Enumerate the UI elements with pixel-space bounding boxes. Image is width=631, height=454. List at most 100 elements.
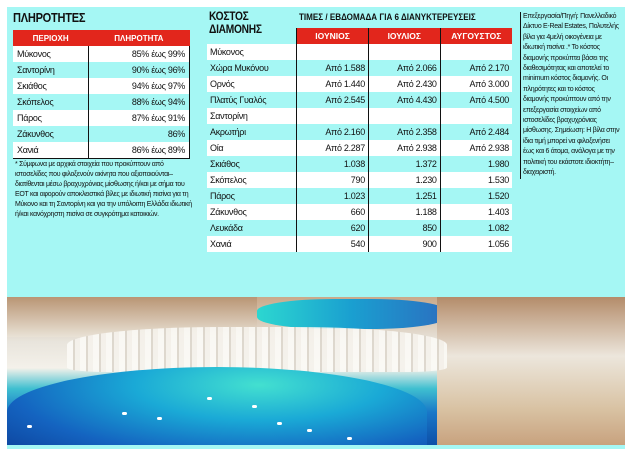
occupancy-cell: 88% έως 94% (87, 94, 190, 110)
june-cell: 540 (296, 236, 369, 252)
occupancy-cell: 86% (87, 126, 190, 142)
col-header-blank (207, 28, 297, 44)
aerial-bay-photo (7, 297, 625, 445)
august-cell: 1.980 (439, 156, 512, 172)
july-cell (367, 44, 441, 60)
occupancy-cell: 94% έως 97% (87, 78, 190, 94)
boat-icon (27, 425, 32, 428)
photo-sea-channel (257, 299, 447, 329)
source-note: Επεξεργασία/Πηγή: Πανελλαδικό Δίκτυο E-R… (520, 12, 620, 179)
boat-icon (347, 437, 352, 440)
table-row: Σκιάθος 94% έως 97% (13, 78, 190, 94)
july-cell: Από 4.430 (367, 92, 441, 108)
boat-icon (207, 397, 212, 400)
july-cell: Από 2.430 (367, 76, 441, 92)
august-cell: 1.530 (439, 172, 512, 188)
area-cell: Ορνός (207, 76, 297, 92)
table-row: Σκόπελος 88% έως 94% (13, 94, 190, 110)
july-cell: 1.372 (367, 156, 441, 172)
occupancy-section: ΠΛΗΡΟΤΗΤΕΣ ΠΕΡΙΟΧΗ ΠΛΗΡΟΤΗΤΑ Μύκονος 85% … (13, 10, 198, 159)
june-cell (296, 108, 369, 124)
july-cell: Από 2.066 (367, 60, 441, 76)
cost-title: ΚΟΣΤΟΣ ΔΙΑΜΟΝΗΣ (209, 10, 269, 36)
table-row: Λευκάδα 620 850 1.082 (207, 220, 512, 236)
area-cell: Πλατύς Γυαλός (207, 92, 297, 108)
col-header-area: ΠΕΡΙΟΧΗ (13, 30, 89, 46)
table-row: Οία Από 2.287 Από 2.938 Από 2.938 (207, 140, 512, 156)
june-cell: 660 (296, 204, 369, 220)
occupancy-cell: 87% έως 91% (87, 110, 190, 126)
cost-title-line2: ΔΙΑΜΟΝΗΣ (209, 22, 262, 36)
table-row: Σκιάθος 1.038 1.372 1.980 (207, 156, 512, 172)
area-cell: Οία (207, 140, 297, 156)
june-cell: Από 2.287 (296, 140, 369, 156)
june-cell: Από 1.588 (296, 60, 369, 76)
area-cell: Χώρα Μυκόνου (207, 60, 297, 76)
august-cell (439, 108, 512, 124)
june-cell (296, 44, 369, 60)
photo-hill-right (437, 297, 625, 445)
area-cell: Λευκάδα (207, 220, 297, 236)
june-cell: 620 (296, 220, 369, 236)
photo-bay-water (7, 367, 427, 445)
area-cell: Σαντορίνη (13, 62, 89, 78)
area-cell: Πάρος (207, 188, 297, 204)
area-cell: Μύκονος (13, 46, 89, 62)
photo-town (67, 327, 447, 372)
cost-table: ΙΟΥΝΙΟΣ ΙΟΥΛΙΟΣ ΑΥΓΟΥΣΤΟΣ Μύκονος Χώρα Μ… (207, 28, 512, 252)
june-cell: 1.038 (296, 156, 369, 172)
occupancy-table: ΠΕΡΙΟΧΗ ΠΛΗΡΟΤΗΤΑ Μύκονος 85% έως 99% Σαν… (13, 30, 190, 159)
july-cell: 850 (367, 220, 441, 236)
june-cell: Από 2.160 (296, 124, 369, 140)
area-cell: Σκιάθος (207, 156, 297, 172)
august-cell: Από 4.500 (439, 92, 512, 108)
table-row: Ζάκυνθος 86% (13, 126, 190, 142)
june-cell: Από 2.545 (296, 92, 369, 108)
june-cell: 1.023 (296, 188, 369, 204)
table-row: Σαντορίνη 90% έως 96% (13, 62, 190, 78)
area-cell: Ζάκυνθος (207, 204, 297, 220)
occupancy-footnote: * Σύμφωνα με αρχικά στοιχεία που προκύπτ… (15, 161, 192, 218)
area-cell: Ζάκυνθος (13, 126, 89, 142)
col-header-august: ΑΥΓΟΥΣΤΟΣ (439, 28, 512, 44)
table-row: Ζάκυνθος 660 1.188 1.403 (207, 204, 512, 220)
col-header-july: ΙΟΥΛΙΟΣ (367, 28, 441, 44)
occupancy-title: ΠΛΗΡΟΤΗΤΕΣ (13, 10, 86, 25)
boat-icon (277, 422, 282, 425)
july-cell: 1.251 (367, 188, 441, 204)
area-cell: Πάρος (13, 110, 89, 126)
august-cell: Από 2.170 (439, 60, 512, 76)
july-cell (367, 108, 441, 124)
cost-subtitle: ΤΙΜΕΣ / ΕΒΔΟΜΑΔΑ ΓΙΑ 6 ΔΙΑΝΥΚΤΕΡΕΥΣΕΙΣ (299, 12, 476, 23)
august-cell: Από 2.938 (439, 140, 512, 156)
table-row: Μύκονος 85% έως 99% (13, 46, 190, 62)
occupancy-cell: 85% έως 99% (87, 46, 190, 62)
table-row: Πάρος 87% έως 91% (13, 110, 190, 126)
cost-title-line1: ΚΟΣΤΟΣ (209, 9, 249, 23)
august-cell: 1.082 (439, 220, 512, 236)
table-row: Πάρος 1.023 1.251 1.520 (207, 188, 512, 204)
august-cell: Από 2.484 (439, 124, 512, 140)
col-header-june: ΙΟΥΝΙΟΣ (296, 28, 369, 44)
occupancy-cell: 86% έως 89% (87, 142, 190, 158)
august-cell: 1.056 (439, 236, 512, 252)
col-header-occupancy: ΠΛΗΡΟΤΗΤΑ (88, 30, 190, 46)
table-row: Χώρα Μυκόνου Από 1.588 Από 2.066 Από 2.170 (207, 60, 512, 76)
boat-icon (307, 429, 312, 432)
occupancy-cell: 90% έως 96% (87, 62, 190, 78)
july-cell: 900 (367, 236, 441, 252)
july-cell: 1.188 (367, 204, 441, 220)
june-cell: Από 1.440 (296, 76, 369, 92)
boat-icon (157, 417, 162, 420)
area-cell: Ακρωτήρι (207, 124, 297, 140)
july-cell: 1.230 (367, 172, 441, 188)
table-row: Σαντορίνη (207, 108, 512, 124)
boat-icon (122, 412, 127, 415)
area-cell: Σκόπελος (207, 172, 297, 188)
area-cell: Σαντορίνη (207, 108, 297, 124)
area-cell: Χανιά (13, 142, 89, 158)
table-row: Χανιά 540 900 1.056 (207, 236, 512, 252)
august-cell: Από 3.000 (439, 76, 512, 92)
august-cell (439, 44, 512, 60)
table-row: Ορνός Από 1.440 Από 2.430 Από 3.000 (207, 76, 512, 92)
